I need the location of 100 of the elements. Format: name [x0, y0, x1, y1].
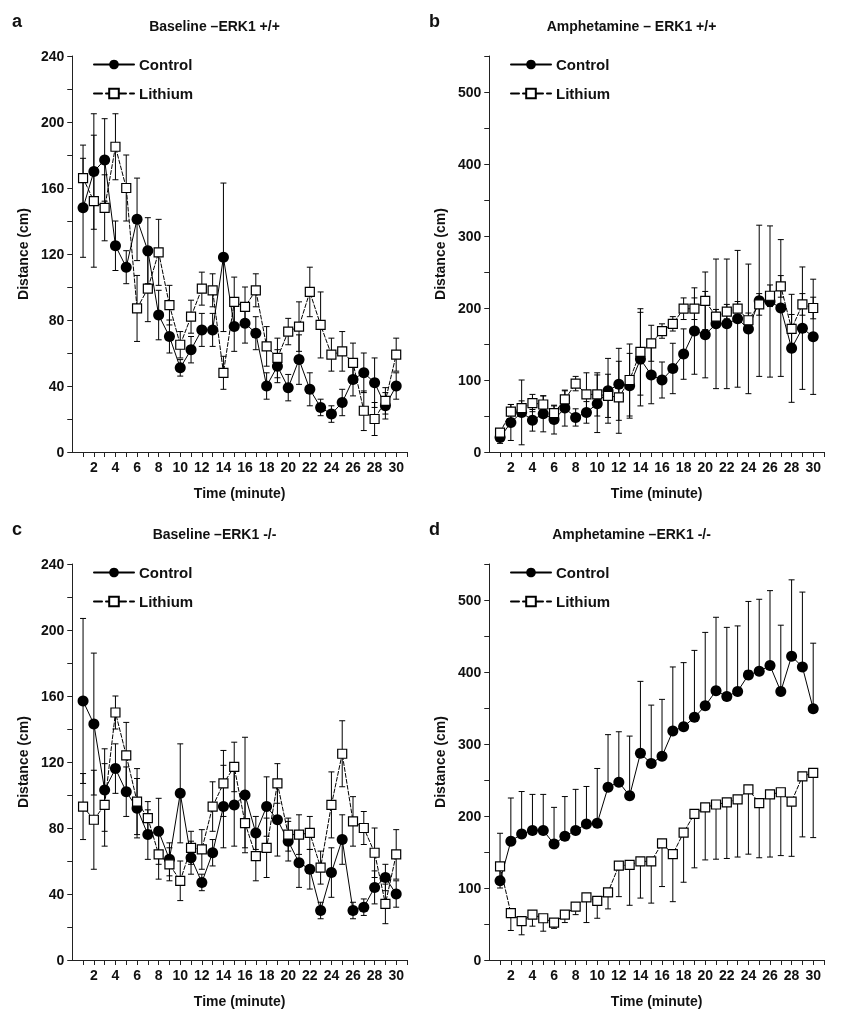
point — [570, 411, 582, 423]
point — [786, 323, 797, 334]
point — [537, 824, 549, 836]
x-tick-label: 2 — [89, 459, 98, 475]
point — [358, 405, 369, 416]
y-tick-label: 200 — [457, 300, 482, 316]
point — [315, 862, 326, 873]
point — [358, 367, 370, 379]
x-tick-label: 22 — [719, 967, 735, 983]
point — [131, 796, 143, 807]
point — [775, 281, 786, 292]
y-tick-label: 160 — [40, 180, 65, 196]
point — [99, 154, 111, 166]
point — [315, 905, 327, 916]
y-tick-label: 100 — [457, 372, 482, 388]
point — [516, 916, 527, 927]
point — [337, 748, 348, 759]
x-tick-label: 26 — [345, 459, 362, 475]
point — [505, 908, 516, 919]
point — [753, 665, 765, 677]
y-tick-label: 400 — [457, 664, 482, 680]
y-tick-label: 200 — [40, 622, 65, 638]
point — [635, 346, 646, 358]
point — [207, 801, 218, 812]
point — [239, 817, 251, 829]
x-tick-label: 18 — [675, 459, 692, 475]
point — [646, 856, 657, 867]
x-axis-title: Time (minute) — [610, 993, 703, 1009]
point — [131, 213, 143, 225]
x-tick-label: 20 — [697, 459, 714, 475]
y-tick-label: 120 — [40, 246, 65, 262]
y-tick-label: 500 — [457, 592, 482, 608]
x-tick-label: 14 — [632, 967, 649, 983]
y-tick-label: 120 — [40, 754, 65, 770]
point — [336, 397, 348, 408]
point — [369, 377, 381, 389]
x-tick-label: 10 — [172, 459, 189, 475]
point — [688, 711, 700, 723]
point — [775, 302, 787, 314]
point — [580, 818, 592, 830]
legend-label: Lithium — [556, 593, 611, 610]
x-tick-label: 4 — [111, 459, 120, 475]
point — [239, 301, 251, 312]
y-axis-title: Distance (cm) — [432, 208, 448, 300]
text: d — [429, 519, 440, 539]
point — [250, 327, 262, 339]
y-tick-label: 240 — [40, 48, 65, 64]
point — [743, 784, 754, 795]
x-axis-title: Time (minute) — [193, 993, 286, 1009]
point — [710, 799, 722, 810]
point — [613, 776, 625, 788]
x-tick-label: 4 — [111, 967, 120, 983]
point — [624, 374, 635, 386]
point — [229, 761, 240, 773]
point — [613, 392, 624, 403]
legend-label: Lithium — [556, 85, 611, 102]
point — [570, 901, 581, 912]
x-tick-label: 30 — [805, 459, 822, 475]
point — [807, 331, 819, 343]
x-tick-label: 16 — [654, 459, 671, 475]
x-tick-label: 14 — [632, 459, 649, 475]
point — [645, 757, 657, 769]
point — [326, 349, 337, 360]
y-tick-label: 80 — [48, 312, 65, 328]
x-tick-label: 16 — [654, 967, 671, 983]
point — [559, 909, 570, 920]
x-tick-label: 28 — [783, 967, 800, 983]
point — [347, 905, 359, 916]
point — [391, 349, 402, 360]
x-tick-label: 6 — [133, 967, 142, 983]
x-axis-title: Time (minute) — [193, 485, 286, 501]
point — [347, 357, 359, 368]
point — [217, 251, 229, 263]
x-tick-label: 28 — [783, 459, 800, 475]
point — [261, 341, 272, 352]
point — [196, 283, 207, 294]
point — [613, 860, 624, 871]
point — [494, 427, 506, 438]
point — [110, 707, 121, 718]
point — [121, 750, 132, 761]
x-tick-label: 22 — [302, 459, 318, 475]
point — [527, 909, 538, 920]
x-tick-label: 30 — [805, 967, 822, 983]
x-tick-label: 2 — [506, 967, 515, 983]
point — [217, 801, 229, 813]
y-tick-label: 0 — [56, 952, 65, 968]
point — [732, 794, 743, 805]
point — [700, 802, 711, 813]
point — [120, 261, 132, 273]
chart-title: Baseline –ERK1 -/- — [152, 526, 277, 542]
point — [591, 398, 603, 410]
y-tick-label: 40 — [48, 886, 65, 902]
point — [77, 202, 89, 214]
point — [591, 817, 603, 829]
legend-label: Control — [556, 56, 610, 73]
point — [142, 813, 153, 824]
point — [325, 867, 337, 879]
point — [304, 863, 316, 875]
x-tick-label: 30 — [388, 967, 405, 983]
point — [207, 324, 219, 336]
